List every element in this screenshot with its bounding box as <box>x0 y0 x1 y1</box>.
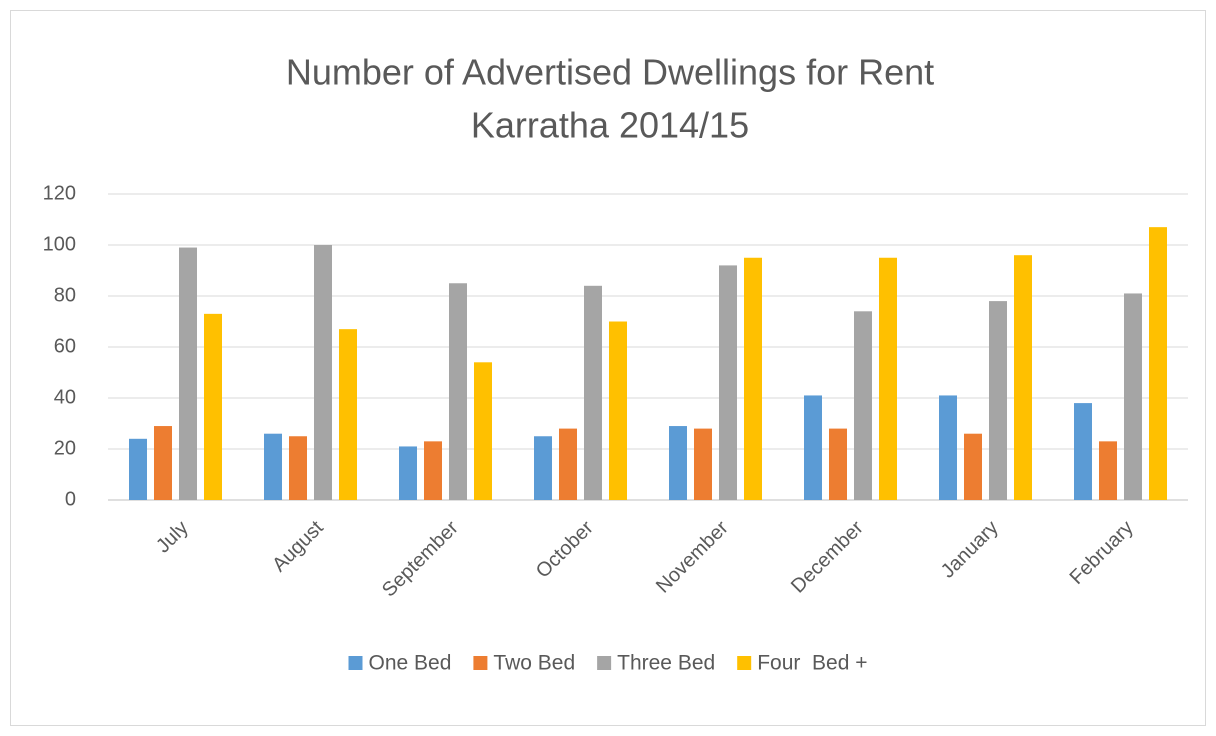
y-tick-label: 20 <box>54 437 76 459</box>
bar <box>1014 255 1032 500</box>
legend-swatch <box>348 656 363 670</box>
bar <box>939 395 957 500</box>
chart-title: Karratha 2014/15 <box>471 105 749 146</box>
bar <box>964 433 982 500</box>
y-tick-label: 80 <box>54 284 76 306</box>
bar <box>989 301 1007 500</box>
legend: One Bed Two Bed Three Bed Four Bed + <box>348 652 868 675</box>
bar <box>534 436 552 500</box>
y-tick-label: 60 <box>54 335 76 357</box>
bar <box>154 426 172 500</box>
bar <box>879 257 897 500</box>
bar <box>829 428 847 500</box>
bar <box>584 285 602 500</box>
legend-swatch <box>473 656 488 670</box>
bar <box>264 433 282 500</box>
bar <box>609 321 627 500</box>
bar <box>129 438 147 500</box>
bar <box>449 283 467 500</box>
y-tick-label: 100 <box>43 233 76 255</box>
bar <box>424 441 442 500</box>
bar <box>399 446 417 500</box>
bar <box>694 428 712 500</box>
bar <box>1099 441 1117 500</box>
bar <box>179 247 197 500</box>
bar <box>1124 293 1142 500</box>
bar <box>314 245 332 500</box>
legend-label: Three Bed <box>617 652 715 675</box>
bar <box>559 428 577 500</box>
bar <box>474 362 492 500</box>
bar <box>1149 227 1167 500</box>
legend-label: Two Bed <box>493 652 575 675</box>
chart-title: Number of Advertised Dwellings for Rent <box>286 52 934 93</box>
y-tick-label: 120 <box>43 182 76 204</box>
y-tick-label: 40 <box>54 386 76 408</box>
bar <box>669 426 687 500</box>
bar <box>719 265 737 500</box>
bar <box>804 395 822 500</box>
bar <box>339 329 357 500</box>
legend-swatch <box>737 656 752 670</box>
bar <box>204 313 222 500</box>
y-tick-label: 0 <box>65 488 76 510</box>
legend-swatch <box>597 656 612 670</box>
legend-label: Four Bed + <box>757 652 867 675</box>
bar <box>1074 403 1092 500</box>
legend-label: One Bed <box>369 652 452 675</box>
bar <box>854 311 872 500</box>
bar <box>289 436 307 500</box>
bar <box>744 257 762 500</box>
